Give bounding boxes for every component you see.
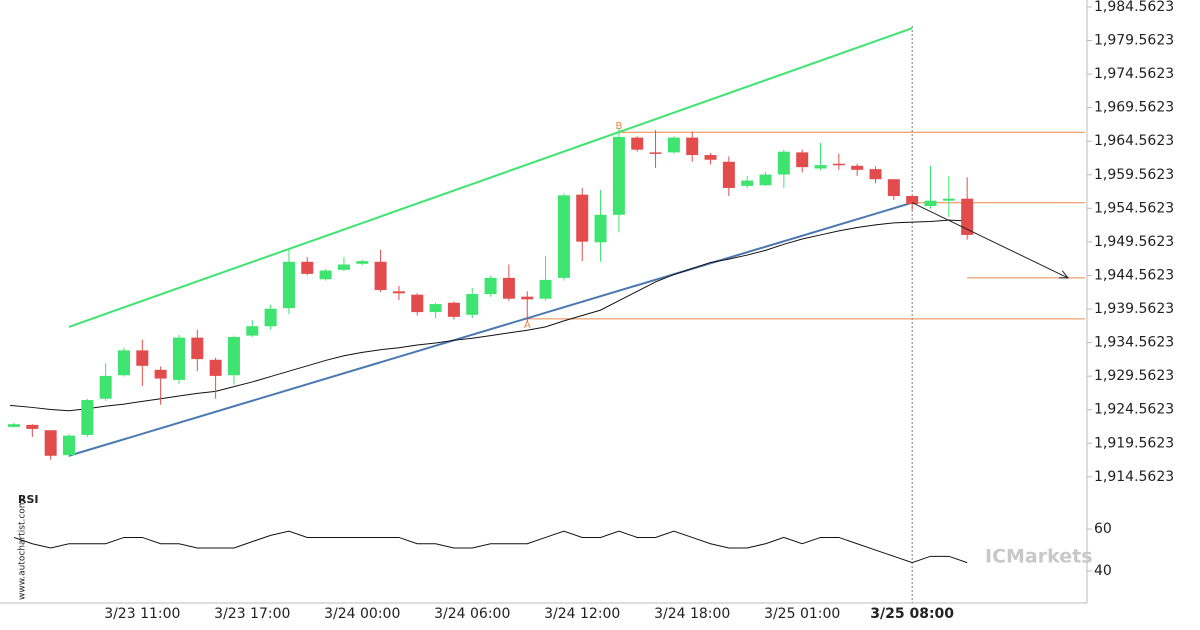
y-tick-label: 1,969.5623 — [1094, 100, 1174, 116]
y-tick-label: 1,964.5623 — [1094, 133, 1174, 149]
y-tick-label: 1,974.5623 — [1094, 66, 1174, 82]
candle-body — [154, 369, 167, 379]
candle-body — [209, 359, 222, 376]
candle-body — [961, 198, 974, 235]
y-tick-label: 1,984.5623 — [1094, 0, 1174, 15]
candle-body — [246, 326, 259, 336]
candle-body — [81, 400, 94, 435]
candle-body — [337, 264, 350, 270]
candle-body — [942, 198, 955, 201]
candle-body — [502, 277, 515, 299]
y-tick-label: 1,959.5623 — [1094, 167, 1174, 183]
candle-body — [686, 137, 699, 156]
x-tick-label: 3/24 06:00 — [434, 606, 510, 622]
candle-body — [191, 337, 204, 360]
candle-body — [429, 304, 442, 313]
x-tick-label: 3/25 08:00 — [870, 606, 954, 622]
candle-body — [172, 337, 185, 380]
forecast-arrow — [911, 202, 1069, 279]
candle-body — [869, 169, 882, 180]
candle-body — [411, 294, 424, 313]
x-tick-label: 3/24 00:00 — [324, 606, 400, 622]
level-label: A — [524, 320, 531, 331]
candle-body — [667, 137, 680, 153]
candle-body — [612, 136, 625, 215]
candle-body — [8, 424, 20, 427]
moving-average — [9, 219, 968, 412]
candle-body — [557, 195, 570, 278]
rsi-title: RSI — [18, 493, 39, 506]
y-tick-label: 1,934.5623 — [1094, 335, 1174, 351]
rsi-line — [13, 530, 968, 564]
candle-body — [484, 277, 497, 294]
x-tick-label: 3/24 18:00 — [654, 606, 730, 622]
y-tick-label: 1,919.5623 — [1094, 435, 1174, 451]
candle-body — [832, 163, 845, 166]
candle-body — [44, 430, 57, 456]
y-tick-label: 60 — [1094, 521, 1112, 537]
source: www.autochartist.com — [18, 499, 28, 600]
candle-body — [594, 214, 607, 243]
candle-body — [722, 161, 735, 188]
candle-body — [906, 196, 919, 205]
candle-body — [392, 291, 405, 294]
candle-body — [282, 261, 295, 309]
candle-body — [631, 137, 644, 150]
candle-body — [576, 194, 589, 242]
y-tick-label: 1,914.5623 — [1094, 469, 1174, 485]
x-tick-label: 3/24 12:00 — [544, 606, 620, 622]
candle-body — [264, 308, 277, 327]
candle-body — [924, 200, 937, 207]
x-tick-label: 3/23 11:00 — [104, 606, 180, 622]
candle-body — [741, 180, 754, 186]
candle-body — [319, 270, 332, 280]
candle-body — [99, 375, 112, 399]
watermark: ICMarkets — [985, 546, 1093, 568]
y-tick-label: 1,979.5623 — [1094, 33, 1174, 49]
y-tick-label: 1,939.5623 — [1094, 301, 1174, 317]
candle-body — [136, 350, 149, 366]
candle-body — [704, 155, 717, 160]
candle-body — [649, 152, 662, 154]
y-tick-label: 1,944.5623 — [1094, 267, 1174, 283]
candle-body — [227, 336, 240, 376]
candle-body — [814, 165, 827, 169]
arrow-head — [1058, 270, 1070, 279]
candle-body — [759, 174, 772, 186]
candle-body — [117, 350, 130, 376]
y-tick-label: 1,954.5623 — [1094, 200, 1174, 216]
candle-body — [777, 151, 790, 175]
y-tick-label: 40 — [1094, 563, 1112, 579]
candle-body — [851, 165, 864, 170]
trendline — [68, 27, 913, 328]
candle-body — [521, 296, 534, 300]
trendline — [68, 201, 913, 457]
x-tick-label: 3/25 01:00 — [764, 606, 840, 622]
candle-body — [62, 435, 75, 456]
level-label: B — [615, 121, 622, 132]
y-tick-label: 1,949.5623 — [1094, 234, 1174, 250]
candle-body — [374, 261, 387, 290]
candle-body — [539, 279, 552, 299]
x-tick-label: 3/23 17:00 — [214, 606, 290, 622]
candle-body — [887, 179, 900, 196]
candle-body — [447, 302, 460, 317]
candle-body — [796, 152, 809, 168]
candle-body — [466, 294, 479, 315]
y-tick-label: 1,929.5623 — [1094, 368, 1174, 384]
candle-body — [301, 261, 314, 274]
candle-body — [26, 424, 39, 429]
candle-body — [356, 261, 369, 264]
y-tick-label: 1,924.5623 — [1094, 402, 1174, 418]
